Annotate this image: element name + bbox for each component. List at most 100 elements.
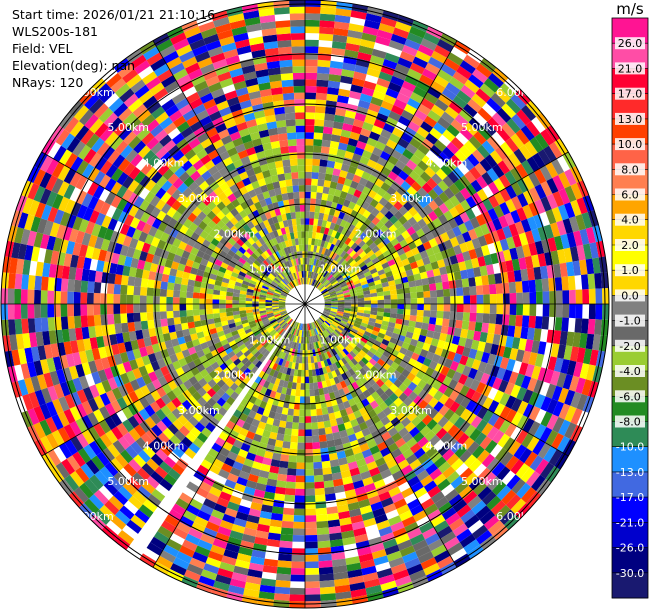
velocity-bin	[171, 503, 186, 516]
velocity-bin	[339, 135, 350, 145]
velocity-bin	[560, 233, 570, 249]
velocity-bin	[133, 140, 147, 154]
velocity-bin	[499, 357, 510, 370]
velocity-bin	[142, 373, 152, 385]
velocity-bin	[339, 322, 347, 328]
velocity-bin	[438, 191, 450, 203]
velocity-bin	[296, 462, 305, 470]
velocity-bin	[278, 307, 286, 310]
velocity-bin	[367, 281, 376, 287]
velocity-bin	[298, 336, 302, 344]
velocity-bin	[476, 201, 488, 214]
velocity-bin	[239, 99, 252, 110]
velocity-bin	[344, 150, 354, 160]
velocity-bin	[282, 159, 291, 167]
velocity-bin	[161, 98, 176, 112]
velocity-bin	[128, 458, 142, 473]
velocity-bin	[516, 109, 531, 126]
velocity-bin	[347, 239, 355, 248]
velocity-bin	[122, 361, 133, 373]
velocity-bin	[232, 268, 241, 275]
velocity-bin	[476, 294, 484, 304]
velocity-bin	[278, 283, 285, 289]
velocity-bin	[409, 286, 417, 293]
velocity-bin	[434, 44, 451, 58]
velocity-bin	[524, 140, 538, 157]
velocity-bin	[330, 268, 336, 275]
velocity-bin	[275, 266, 282, 274]
velocity-bin	[228, 279, 236, 286]
velocity-bin	[425, 532, 441, 546]
velocity-bin	[407, 498, 421, 511]
velocity-bin	[106, 72, 122, 88]
velocity-bin	[179, 80, 194, 93]
velocity-bin	[404, 74, 419, 87]
velocity-bin	[219, 447, 230, 458]
velocity-bin	[472, 524, 488, 540]
velocity-bin	[324, 113, 335, 122]
velocity-bin	[227, 249, 236, 258]
velocity-bin	[404, 521, 419, 534]
velocity-bin	[233, 439, 244, 449]
velocity-bin	[266, 293, 274, 298]
velocity-bin	[331, 322, 339, 328]
velocity-bin	[107, 377, 118, 390]
velocity-bin	[382, 191, 393, 202]
velocity-bin	[302, 343, 305, 351]
velocity-bin	[558, 419, 571, 436]
velocity-bin	[225, 162, 236, 173]
velocity-bin	[33, 232, 44, 248]
velocity-bin	[280, 146, 290, 154]
velocity-bin	[514, 221, 525, 235]
velocity-bin	[122, 265, 131, 277]
velocity-bin	[422, 68, 438, 81]
velocity-bin	[502, 437, 516, 452]
velocity-bin	[358, 45, 374, 55]
velocity-bin	[375, 229, 384, 238]
velocity-bin	[241, 464, 252, 474]
velocity-bin	[377, 299, 385, 304]
velocity-bin	[265, 307, 273, 311]
velocity-bin	[407, 381, 418, 392]
velocity-bin	[107, 324, 116, 335]
velocity-bin	[333, 28, 349, 37]
velocity-bin	[292, 415, 300, 423]
velocity-bin	[192, 216, 203, 227]
velocity-bin	[329, 532, 343, 541]
velocity-bin	[228, 13, 245, 24]
velocity-bin	[352, 118, 365, 128]
velocity-bin	[167, 275, 176, 284]
velocity-bin	[176, 138, 189, 150]
velocity-bin	[474, 370, 484, 382]
velocity-bin	[477, 486, 492, 501]
velocity-bin	[365, 238, 374, 247]
velocity-bin	[79, 109, 94, 126]
velocity-bin	[471, 391, 482, 404]
velocity-bin	[40, 155, 54, 172]
velocity-bin	[115, 453, 129, 468]
velocity-bin	[119, 223, 130, 236]
velocity-bin	[212, 538, 228, 550]
velocity-bin	[296, 469, 305, 476]
velocity-bin	[207, 220, 217, 230]
velocity-bin	[363, 257, 372, 265]
velocity-bin	[335, 274, 343, 281]
velocity-bin	[448, 218, 459, 229]
velocity-bin	[238, 372, 247, 381]
velocity-bin	[63, 168, 77, 184]
velocity-bin	[449, 288, 457, 297]
velocity-bin	[150, 124, 164, 137]
velocity-bin	[251, 180, 260, 190]
velocity-bin	[246, 229, 255, 238]
velocity-bin	[140, 278, 149, 288]
velocity-bin	[317, 318, 323, 325]
velocity-bin	[374, 178, 385, 188]
velocity-bin	[475, 505, 491, 520]
velocity-bin	[274, 268, 280, 275]
velocity-bin	[515, 163, 529, 179]
velocity-bin	[368, 337, 376, 344]
velocity-bin	[256, 406, 265, 416]
velocity-bin	[359, 442, 370, 453]
velocity-bin	[244, 360, 252, 368]
velocity-bin	[443, 187, 455, 200]
